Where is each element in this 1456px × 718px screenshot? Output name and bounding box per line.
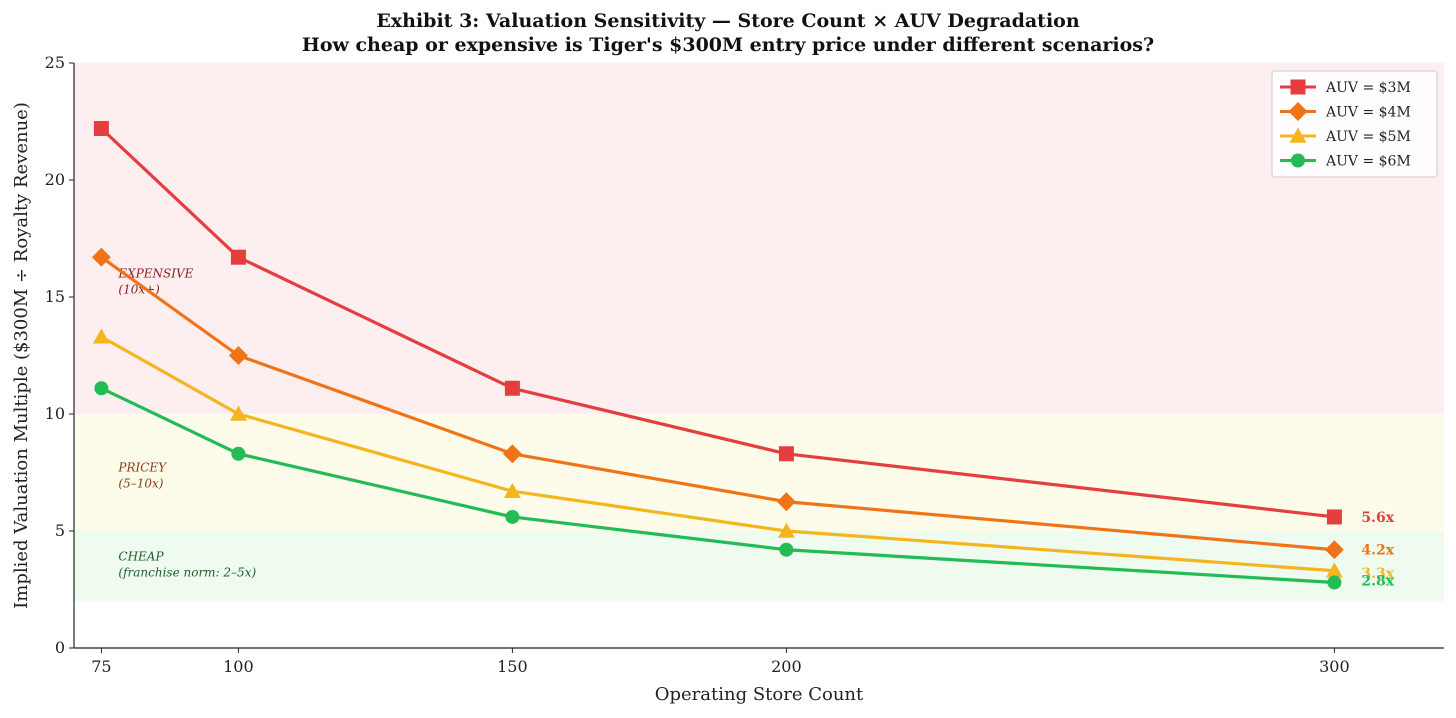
legend-label: AUV = $6M [1325, 154, 1411, 170]
y-tick-label: 5 [55, 521, 65, 540]
data-point [505, 509, 520, 524]
data-point [1326, 562, 1343, 578]
series-2: 3.3x [93, 328, 1395, 582]
y-tick-label: 15 [45, 287, 65, 306]
data-point [230, 405, 247, 421]
data-point [778, 522, 795, 538]
x-tick-label: 75 [91, 657, 111, 676]
band-1 [74, 414, 1444, 531]
x-tick-label: 200 [771, 657, 802, 676]
y-tick-label: 0 [55, 638, 65, 657]
legend-marker [1291, 153, 1305, 168]
band-0 [74, 63, 1444, 414]
y-axis-label: Implied Valuation Multiple ($300M ÷ Roya… [11, 102, 32, 609]
zone-label-0: EXPENSIVE [117, 266, 193, 280]
chart-subtitle: How cheap or expensive is Tiger's $300M … [301, 34, 1155, 56]
data-point [504, 482, 521, 498]
legend-label: AUV = $3M [1325, 80, 1411, 96]
data-point [776, 492, 796, 512]
x-axis-label: Operating Store Count [655, 684, 864, 705]
end-value-label: 3.3x [1361, 566, 1394, 582]
x-tick-label: 300 [1319, 657, 1350, 676]
data-point [504, 380, 520, 396]
data-point [779, 542, 794, 557]
zone-sublabel-2: (franchise norm: 2–5x) [118, 565, 256, 579]
data-point [231, 446, 246, 461]
y-tick-label: 10 [45, 404, 65, 423]
zone-label-1: PRICEY [117, 461, 167, 475]
data-point [1324, 540, 1344, 560]
x-tick-label: 100 [223, 657, 254, 676]
chart-title: Exhibit 3: Valuation Sensitivity — Store… [376, 10, 1080, 32]
series-1: 4.2x [91, 247, 1395, 560]
data-point [778, 446, 794, 462]
data-point [91, 247, 111, 267]
legend: AUV = $3M AUV = $4M AUV = $5M AUV = $6M [1271, 70, 1438, 178]
data-point [1326, 509, 1342, 525]
legend-box [1271, 70, 1438, 178]
legend-label: AUV = $5M [1325, 129, 1411, 145]
data-point [230, 249, 246, 265]
y-tick-label: 25 [45, 53, 65, 72]
data-point [1327, 575, 1342, 590]
data-point [93, 121, 109, 137]
end-value-label: 2.8x [1361, 573, 1394, 589]
series-0: 5.6x [93, 121, 1395, 526]
legend-marker [1290, 79, 1306, 95]
end-value-label: 4.2x [1361, 543, 1394, 559]
x-tick-label: 150 [497, 657, 528, 676]
data-point [502, 444, 522, 464]
zone-sublabel-1: (5–10x) [118, 477, 163, 491]
band-2 [74, 531, 1444, 602]
legend-marker [1289, 127, 1307, 143]
legend-marker [1288, 102, 1308, 121]
data-point [93, 328, 110, 344]
zone-label-2: CHEAP [118, 549, 164, 563]
data-point [228, 346, 248, 365]
y-tick-label: 20 [45, 170, 65, 189]
end-value-label: 5.6x [1361, 510, 1394, 526]
legend-label: AUV = $4M [1325, 105, 1411, 121]
data-point [94, 381, 109, 396]
series-3: 2.8x [94, 381, 1395, 590]
